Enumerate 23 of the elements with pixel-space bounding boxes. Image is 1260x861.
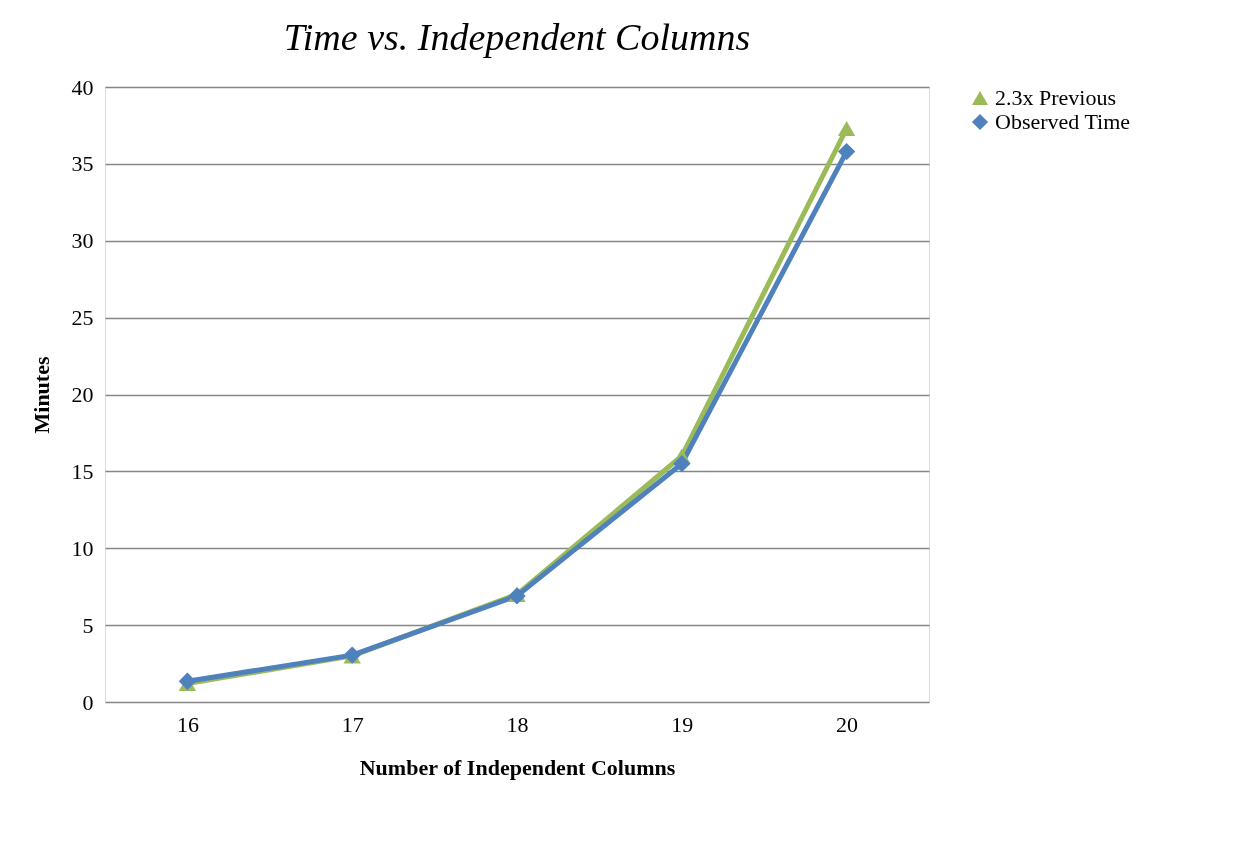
y-tick-label: 25: [71, 305, 94, 331]
y-tick-label: 0: [82, 689, 94, 715]
y-tick-label: 40: [71, 74, 94, 100]
y-axis-title: Minutes: [28, 356, 54, 434]
y-tick-label: 30: [71, 228, 94, 254]
x-tick-label: 16: [176, 711, 199, 737]
x-tick-label: 20: [836, 711, 859, 737]
y-tick-label: 20: [71, 382, 94, 407]
legend-label: 2.3x Previous: [995, 85, 1116, 110]
x-axis-title: Number of Independent Columns: [359, 754, 676, 780]
x-tick-label: 18: [506, 711, 529, 737]
y-tick-label: 5: [82, 612, 94, 638]
y-tick-label: 10: [71, 535, 94, 561]
point: [178, 672, 197, 690]
point: [837, 142, 856, 161]
point: [837, 121, 856, 137]
legend-label: Observed Time: [995, 109, 1131, 134]
y-tick-label: 35: [71, 151, 94, 177]
chart-title: Time vs. Independent Columns: [283, 16, 751, 58]
x-tick-label: 17: [341, 711, 364, 737]
point: [673, 455, 691, 473]
y-tick-label: 15: [71, 458, 94, 484]
x-tick-label: 19: [671, 711, 694, 737]
